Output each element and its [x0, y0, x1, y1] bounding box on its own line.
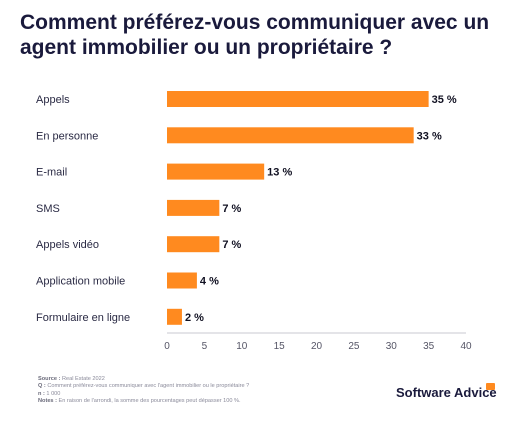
data-label: 2 % [185, 312, 204, 324]
x-tick-label: 30 [386, 341, 398, 352]
x-tick-label: 5 [202, 341, 208, 352]
data-label: 7 % [222, 203, 241, 215]
footer-source: Source : Real Estate 2022 [38, 376, 105, 382]
category-label: En personne [36, 130, 98, 142]
bars-layer [167, 91, 429, 325]
bar [167, 163, 265, 180]
category-label: Application mobile [36, 276, 125, 288]
x-tick-label: 15 [274, 341, 286, 352]
brand-logo: Software Advice [396, 385, 497, 400]
bar [167, 236, 220, 253]
category-label: Appels vidéo [36, 239, 99, 251]
data-label: 35 % [432, 94, 457, 106]
bar [167, 127, 414, 144]
x-tick-label: 10 [236, 341, 248, 352]
category-label: Appels [36, 94, 70, 106]
footer-n: n : 1 000 [38, 390, 61, 397]
x-axis: 0 5 10 15 20 25 30 35 40 [164, 332, 472, 352]
category-label: E-mail [36, 167, 67, 179]
brand-logo-mark-icon [486, 383, 495, 390]
bar [167, 308, 182, 325]
data-label: 4 % [200, 276, 219, 288]
footer-notes: Notes : En raison de l'arrondi, la somme… [38, 398, 241, 405]
x-tick-label: 25 [348, 341, 360, 352]
bar [167, 272, 197, 289]
bar [167, 199, 220, 216]
x-tick-label: 20 [311, 341, 323, 352]
category-labels: Appels En personne E-mail SMS Appels vidéo Ap… [36, 94, 130, 324]
value-labels: 35 % 33 % 13 % 7 % 7 % 4 % 2 % [185, 94, 457, 324]
bar-chart: Appels En personne E-mail SMS Appels vidéo Ap… [36, 91, 472, 352]
x-tick-label: 35 [423, 341, 435, 352]
x-tick-label: 40 [460, 341, 472, 352]
data-label: 7 % [222, 239, 241, 251]
chart-footer: Source : Real Estate 2022 Q : Comment pr… [38, 376, 338, 406]
category-label: Formulaire en ligne [36, 312, 130, 324]
footer-question: Q : Comment préférez-vous communiquer av… [38, 383, 250, 390]
category-label: SMS [36, 203, 60, 215]
data-label: 33 % [417, 130, 442, 142]
x-tick-label: 0 [164, 341, 170, 352]
chart-title: Comment préférez-vous communiquer avec u… [20, 11, 490, 59]
bar [167, 91, 429, 107]
data-label: 13 % [267, 167, 292, 179]
